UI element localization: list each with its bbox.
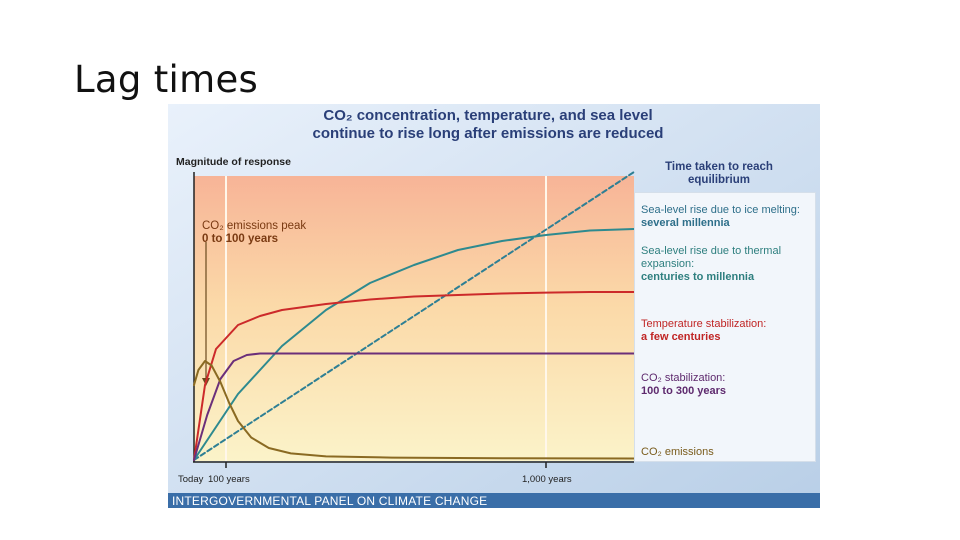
annotation-line2: 0 to 100 years — [202, 233, 279, 245]
x-tick-label-1000-years: 1,000 years — [522, 474, 572, 485]
legend-title: Time taken to reach equilibrium — [634, 161, 804, 187]
legend-title-line2: equilibrium — [688, 174, 750, 186]
legend-label: Sea-level rise due to thermal expansion: — [641, 245, 782, 270]
legend-detail: centuries to millennia — [641, 271, 755, 283]
legend-detail: a few centuries — [641, 331, 721, 343]
legend-detail: 100 to 300 years — [641, 385, 727, 397]
plot-area — [194, 176, 634, 461]
legend-title-line1: Time taken to reach — [665, 161, 773, 173]
legend-label: CO₂ emissions — [641, 446, 714, 458]
source-label: INTERGOVERNMENTAL PANEL ON CLIMATE CHANG… — [172, 494, 488, 508]
legend-label: CO₂ stabilization: — [641, 372, 726, 384]
source-bar — [168, 493, 820, 508]
chart-figure: CO₂ concentration, temperature, and sea … — [168, 104, 820, 508]
legend-panel — [634, 192, 816, 462]
line-thermal-expansion — [193, 228, 635, 461]
line-co2-stabilization — [193, 352, 635, 461]
annotation: CO₂ emissions peak 0 to 100 years — [202, 220, 306, 246]
y-axis-label: Magnitude of response — [176, 156, 291, 168]
legend-label: Temperature stabilization: — [641, 318, 767, 330]
legend-item-thermal-expansion: Sea-level rise due to thermal expansion:… — [641, 245, 801, 284]
legend-detail: several millennia — [641, 217, 730, 229]
legend-item-co2-emissions: CO₂ emissions — [641, 446, 819, 459]
series-layer — [193, 171, 635, 461]
line-co2-emissions — [193, 360, 635, 460]
legend-label: Sea-level rise due to ice melting: — [641, 204, 800, 216]
line-temperature — [193, 291, 635, 461]
x-tick-label-100-years: 100 years — [208, 474, 250, 485]
chart-title-line1: CO₂ concentration, temperature, and sea … — [323, 107, 653, 124]
chart-title: CO₂ concentration, temperature, and sea … — [268, 107, 708, 143]
x-tick-label-today: Today — [178, 474, 204, 485]
legend-item-ice-melting: Sea-level rise due to ice melting: sever… — [641, 204, 819, 230]
annotation-line1: CO₂ emissions peak — [202, 220, 307, 232]
legend-item-co2-stabilization: CO₂ stabilization: 100 to 300 years — [641, 372, 819, 398]
line-ice-melting — [193, 171, 635, 461]
legend-item-temperature: Temperature stabilization: a few centuri… — [641, 318, 819, 344]
slide-title: Lag times — [74, 58, 259, 101]
chart-title-line2: continue to rise long after emissions ar… — [312, 125, 664, 142]
